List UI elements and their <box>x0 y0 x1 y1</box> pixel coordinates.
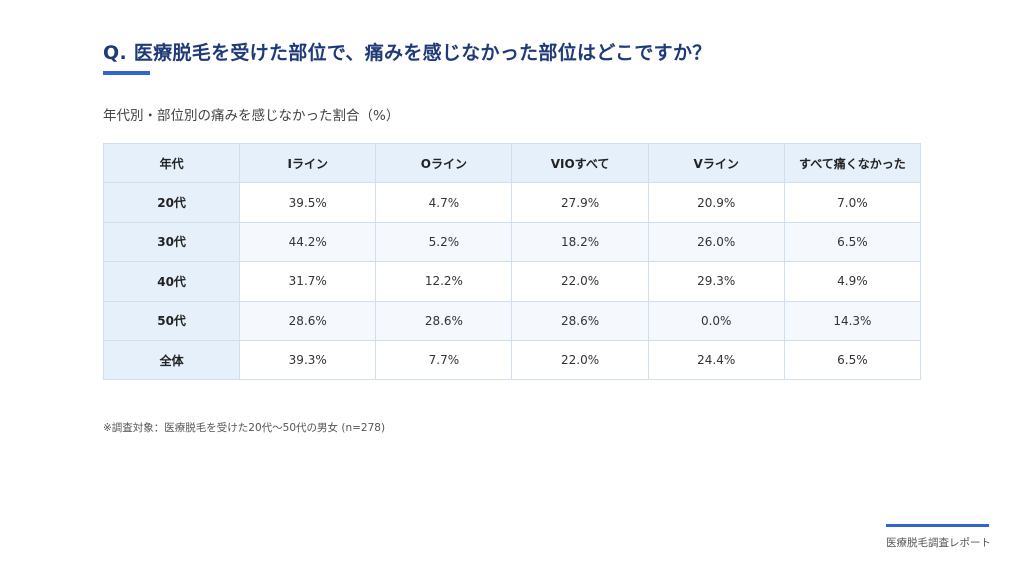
table-cell: 18.2% <box>511 221 649 263</box>
table-cell: 4.9% <box>783 261 922 302</box>
footer-report-label: 医療脱毛調査レポート <box>886 537 991 549</box>
question-title: Q. 医療脱毛を受けた部位で、痛みを感じなかった部位はどこですか？ <box>103 42 712 64</box>
table-cell: 12.2% <box>375 261 513 302</box>
header-cell-o-line: Oライン <box>375 142 513 184</box>
header-cell-vio-all: VIOすべて <box>511 142 649 184</box>
table-cell: 6.5% <box>783 221 922 263</box>
row-label: 40代 <box>102 261 241 302</box>
table-row: 30代 44.2% 5.2% 18.2% 26.0% 6.5% <box>102 221 922 263</box>
table-cell: 7.0% <box>783 182 922 223</box>
table-cell: 28.6% <box>511 300 649 341</box>
table-cell: 29.3% <box>647 261 785 302</box>
table-cell: 0.0% <box>647 300 785 341</box>
table-row: 全体 39.3% 7.7% 22.0% 24.4% 6.5% <box>102 339 922 381</box>
survey-footnote: ※調査対象：医療脱毛を受けた20代〜50代の男女 (n=278) <box>103 422 386 434</box>
header-cell-age: 年代 <box>102 142 241 184</box>
table-row: 40代 31.7% 12.2% 22.0% 29.3% 4.9% <box>102 261 922 302</box>
table-cell: 22.0% <box>511 261 649 302</box>
table-cell: 28.6% <box>375 300 513 341</box>
header-cell-i-line: Iライン <box>239 142 377 184</box>
table-cell: 4.7% <box>375 182 513 223</box>
table-cell: 5.2% <box>375 221 513 263</box>
table-row: 20代 39.5% 4.7% 27.9% 20.9% 7.0% <box>102 182 922 223</box>
table-cell: 24.4% <box>647 339 785 381</box>
row-label: 50代 <box>102 300 241 341</box>
header-cell-no-pain: すべて痛くなかった <box>783 142 922 184</box>
header-cell-v-line: Vライン <box>647 142 785 184</box>
table-subtitle: 年代別・部位別の痛みを感じなかった割合（%） <box>103 108 400 124</box>
table-cell: 6.5% <box>783 339 922 381</box>
table-cell: 39.5% <box>239 182 377 223</box>
row-label: 全体 <box>102 339 241 381</box>
table-row: 50代 28.6% 28.6% 28.6% 0.0% 14.3% <box>102 300 922 341</box>
table-cell: 26.0% <box>647 221 785 263</box>
footer-accent-bar <box>886 524 989 527</box>
table-cell: 44.2% <box>239 221 377 263</box>
table-cell: 39.3% <box>239 339 377 381</box>
table-cell: 31.7% <box>239 261 377 302</box>
table-cell: 27.9% <box>511 182 649 223</box>
row-label: 30代 <box>102 221 241 263</box>
table-header-row: 年代 Iライン Oライン VIOすべて Vライン すべて痛くなかった <box>102 142 922 184</box>
table-cell: 28.6% <box>239 300 377 341</box>
results-table: 年代 Iライン Oライン VIOすべて Vライン すべて痛くなかった 20代 3… <box>102 142 922 381</box>
table-cell: 14.3% <box>783 300 922 341</box>
table-cell: 22.0% <box>511 339 649 381</box>
table-cell: 20.9% <box>647 182 785 223</box>
table-cell: 7.7% <box>375 339 513 381</box>
row-label: 20代 <box>102 182 241 223</box>
title-underline <box>103 71 150 75</box>
